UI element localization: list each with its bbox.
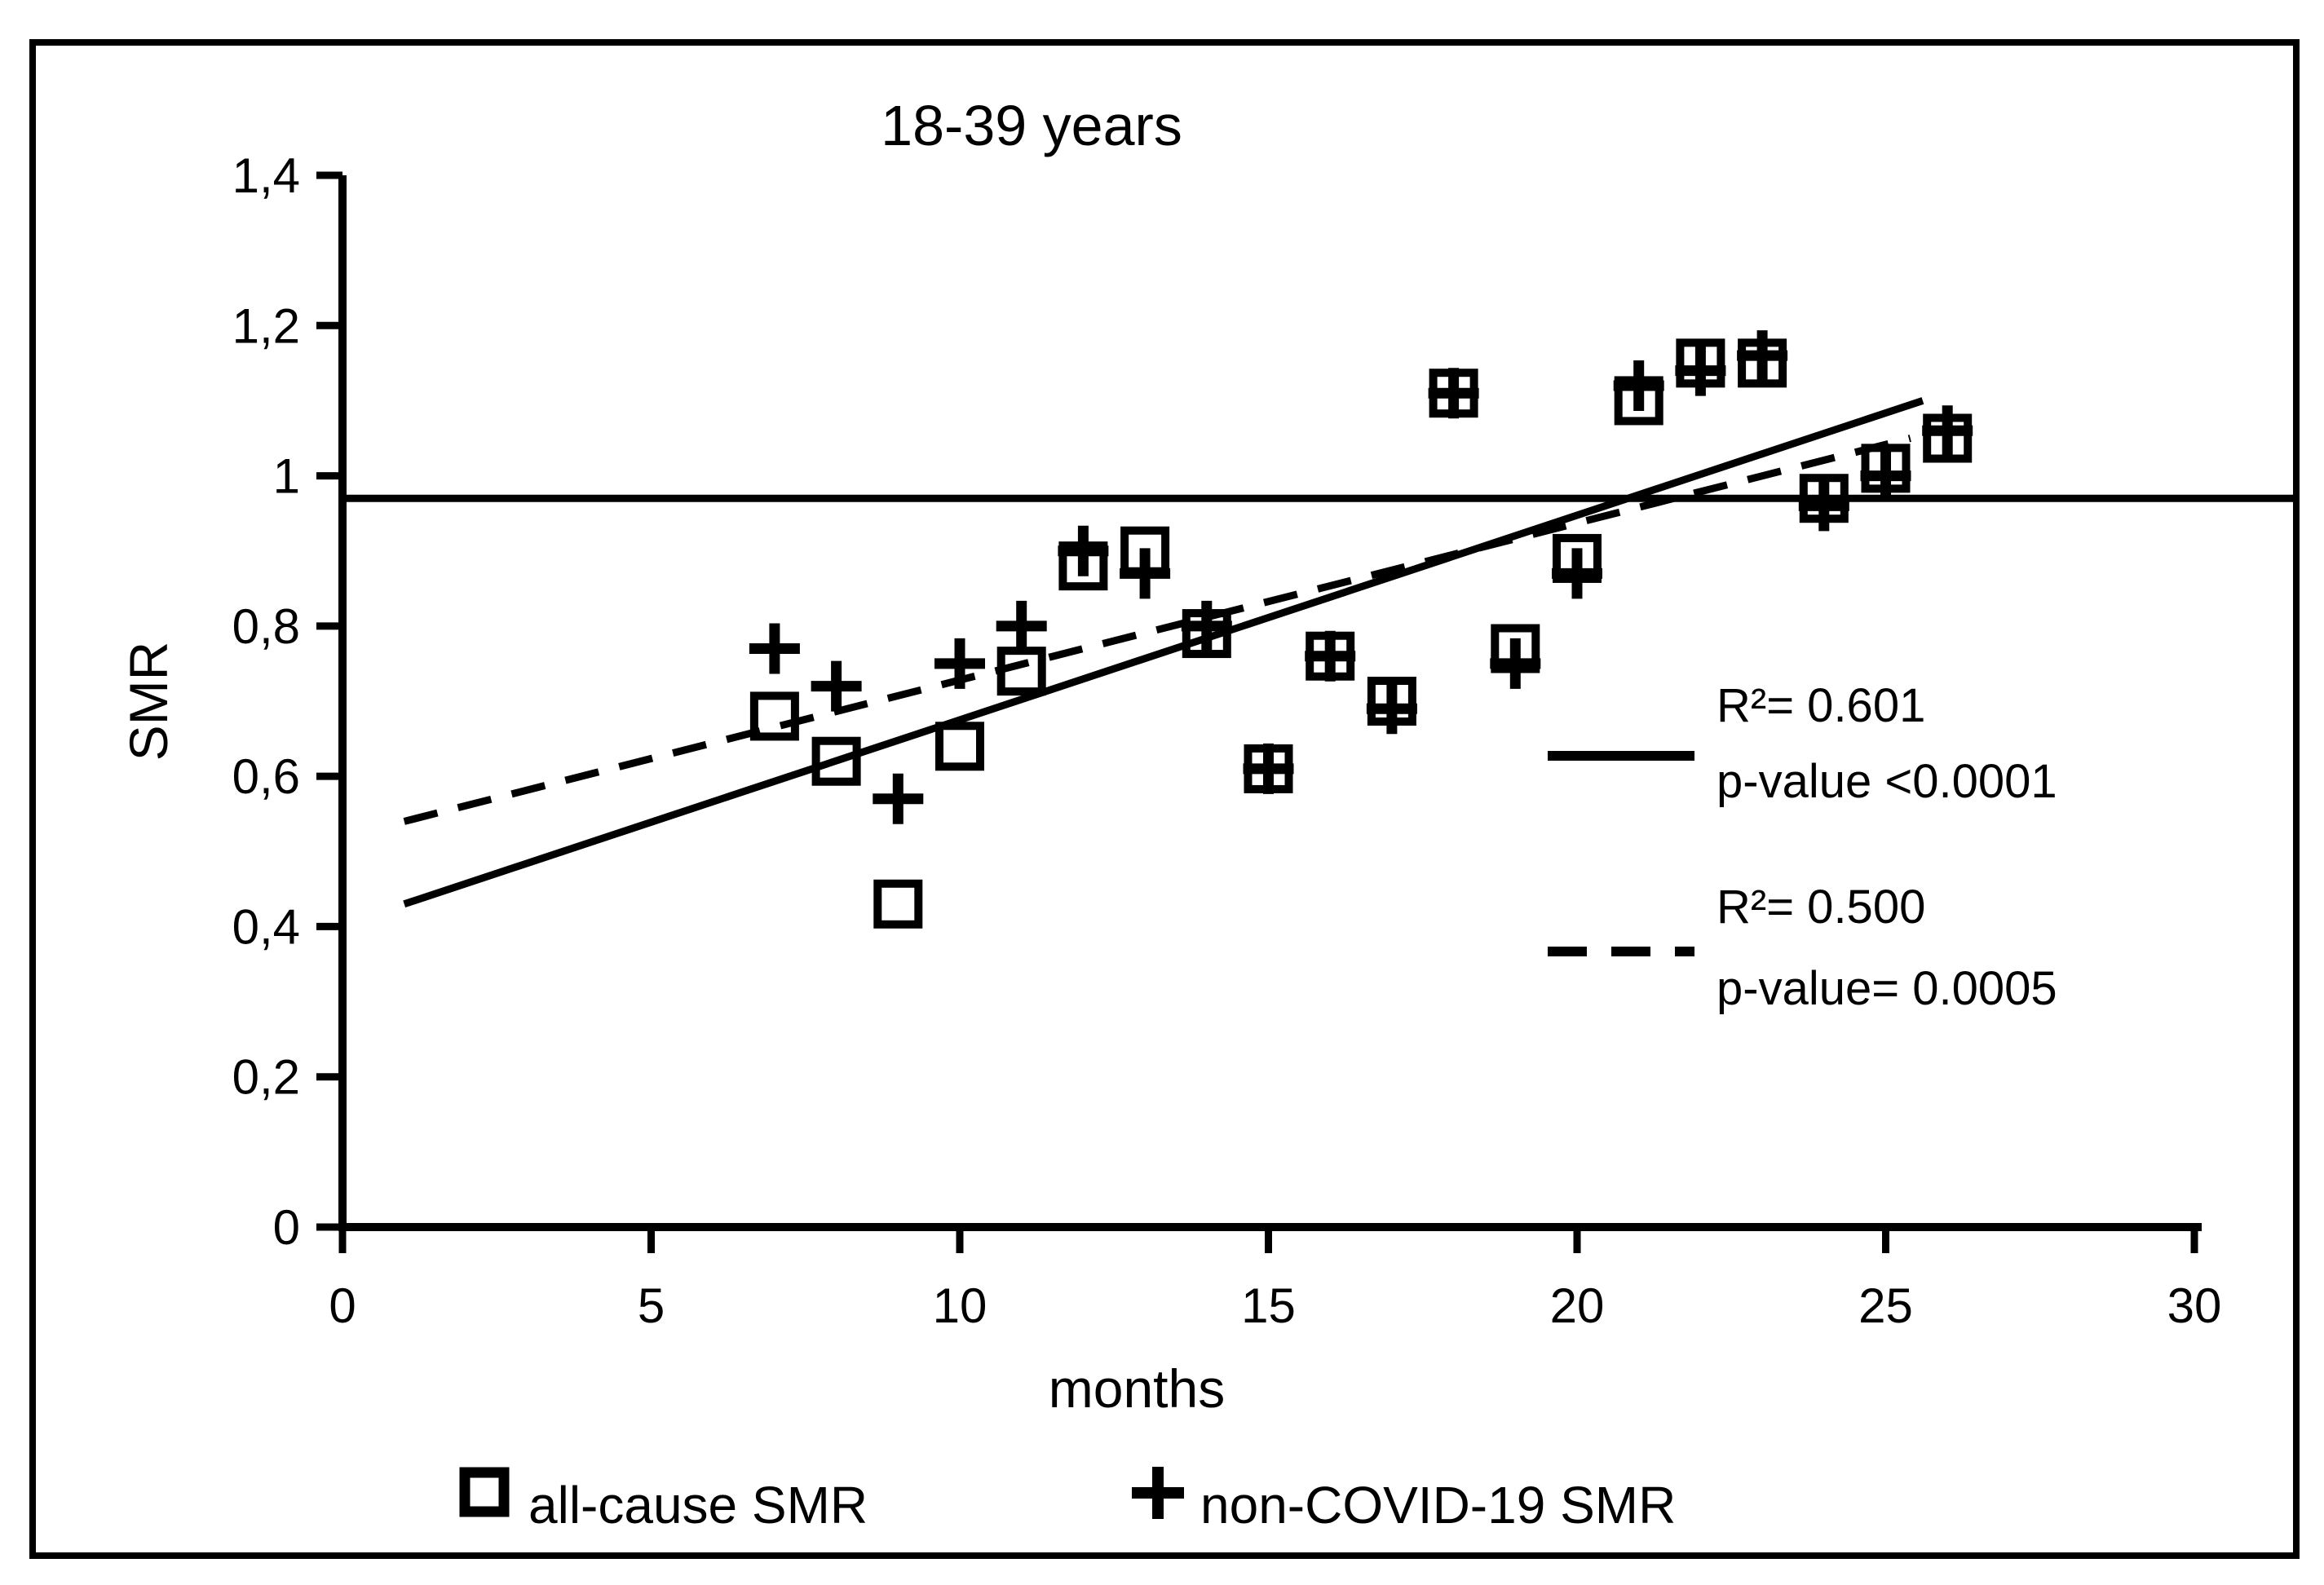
y-tick-label: 0,2: [232, 1050, 300, 1105]
y-tick-label: 0,4: [232, 899, 300, 954]
dashed-p-value-label: p-value= 0.0005: [1716, 962, 2057, 1015]
data-point-plus: [1366, 683, 1417, 735]
data-point-plus: [1058, 525, 1109, 576]
x-tick-label: 0: [329, 1278, 356, 1333]
data-point-plus: [1613, 360, 1664, 411]
x-tick-label: 10: [933, 1278, 987, 1333]
x-axis-ticks: [338, 1227, 2198, 1253]
data-point-plus: [1552, 548, 1602, 599]
x-tick-label: 25: [1858, 1278, 1913, 1333]
data-point-plus: [1737, 330, 1788, 382]
data-point-plus: [1798, 480, 1849, 532]
legend-label-all-cause-smr: all-cause SMR: [528, 1476, 868, 1534]
x-tick-label: 15: [1241, 1278, 1296, 1333]
x-tick-label: 5: [638, 1278, 665, 1333]
y-tick-label: 0: [273, 1200, 300, 1255]
data-point-plus: [1860, 450, 1911, 501]
x-axis-tick-labels: 0 5 10 15 20 25 30: [329, 1278, 2221, 1333]
y-axis-ticks: [316, 171, 342, 1231]
series-all-cause-smr: [749, 338, 1973, 929]
square-marker-icon: [459, 1467, 510, 1517]
data-point-square: [873, 879, 923, 929]
y-tick-label: 1,2: [232, 298, 300, 353]
dashed-r-squared-label: R²= 0.500: [1716, 881, 1925, 934]
data-point-square: [935, 722, 984, 771]
legend-label-non-covid-19-smr: non-COVID-19 SMR: [1200, 1476, 1676, 1534]
y-axis-title: SMR: [118, 642, 179, 762]
x-tick-label: 20: [1550, 1278, 1605, 1333]
data-point-plus: [1243, 743, 1294, 794]
data-point-plus: [1490, 638, 1541, 689]
data-point-plus: [1922, 405, 1973, 457]
y-tick-label: 0,8: [232, 599, 300, 654]
data-point-plus: [1120, 548, 1171, 599]
data-point-plus: [1675, 345, 1726, 396]
data-point-plus: [1181, 600, 1232, 651]
data-point-plus: [873, 773, 924, 824]
legend: all-cause SMR non-COVID-19 SMR: [459, 1467, 1676, 1534]
y-tick-label: 0,6: [232, 749, 300, 804]
chart-title: 18-39 years: [881, 94, 1182, 157]
data-point-square: [811, 736, 861, 786]
x-axis-title: months: [1049, 1358, 1225, 1419]
dashed-trend-line: [403, 435, 1911, 825]
plus-marker-icon: [1132, 1467, 1184, 1519]
data-point-plus: [1428, 368, 1479, 419]
data-point-plus: [811, 660, 862, 712]
data-point-square: [749, 691, 799, 741]
data-point-plus: [996, 600, 1047, 651]
data-point-plus: [749, 623, 800, 674]
y-tick-label: 1: [273, 449, 300, 504]
solid-r-squared-label: R²= 0.601: [1716, 679, 1925, 732]
data-point-plus: [1305, 630, 1356, 682]
y-axis-tick-labels: 0 0,2 0,4 0,6 0,8 1 1,2 1,4: [232, 148, 300, 1255]
y-tick-label: 1,4: [232, 148, 300, 203]
x-tick-label: 30: [2167, 1278, 2222, 1333]
data-point-plus: [934, 638, 985, 689]
figure-border: [29, 39, 2300, 1559]
solid-p-value-label: p-value <0.0001: [1716, 755, 2057, 808]
series-non-covid-19-smr: [749, 330, 1973, 824]
solid-trend-line: [403, 397, 1924, 908]
